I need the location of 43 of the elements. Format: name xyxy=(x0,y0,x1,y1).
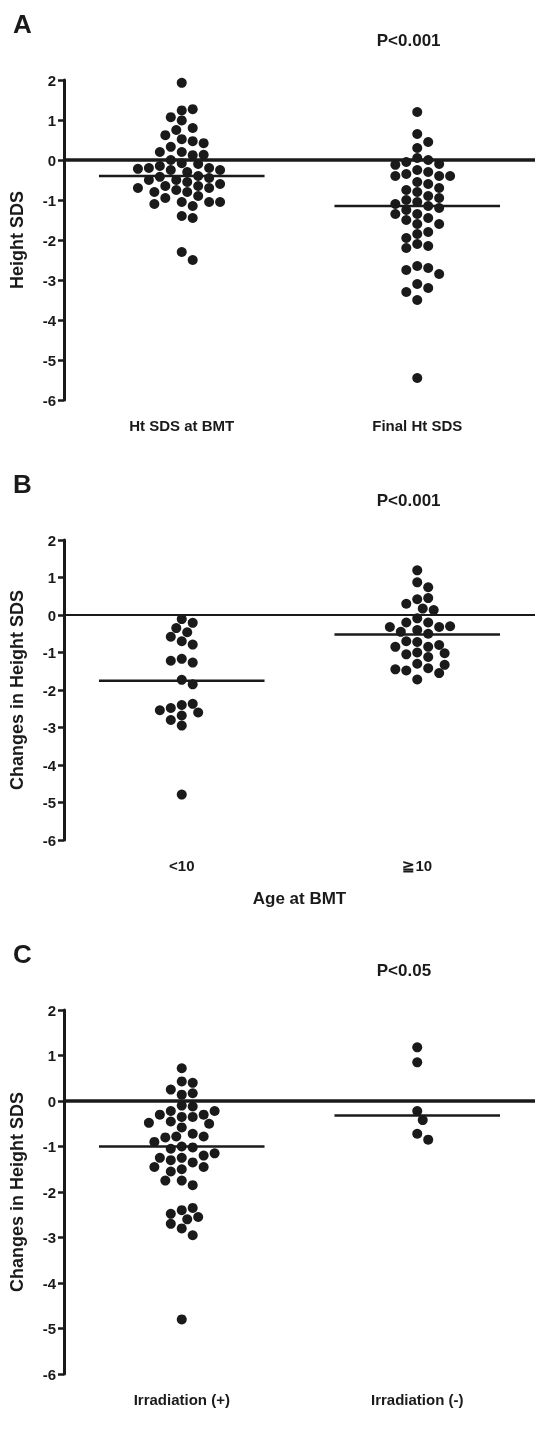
y-tick-label: -2 xyxy=(42,1183,56,1201)
y-tick-label: 0 xyxy=(47,151,56,169)
y-tick-label: -5 xyxy=(42,1320,56,1337)
x-axis-title: Age at BMT xyxy=(252,889,347,908)
x-tick-label: <10 xyxy=(169,857,195,874)
y-tick-label: 1 xyxy=(47,569,56,586)
y-tick-label: -6 xyxy=(42,391,56,409)
x-tick-label: ≧10 xyxy=(402,857,433,874)
text: P<0.05 xyxy=(376,961,432,980)
y-tick-label: -3 xyxy=(42,1229,56,1246)
y-tick-label: 2 xyxy=(47,531,56,549)
y-tick-label: -5 xyxy=(42,794,56,811)
y-tick-label: -2 xyxy=(42,681,56,699)
chart-title: B xyxy=(13,469,32,499)
x-tick-label: Final Ht SDS xyxy=(372,417,463,434)
y-tick-label: -4 xyxy=(42,1274,57,1292)
y-tick-label: -2 xyxy=(42,231,56,249)
y-axis-title: Changes in Height SDS xyxy=(7,589,27,791)
y-tick-label: -1 xyxy=(42,191,56,209)
y-tick-label: -4 xyxy=(42,311,57,329)
y-tick-label: 0 xyxy=(47,606,56,624)
y-tick-label: 0 xyxy=(47,1092,56,1110)
text: P<0.001 xyxy=(376,491,441,510)
y-tick-label: 1 xyxy=(47,111,56,129)
y-tick-label: -1 xyxy=(42,644,56,661)
x-tick-label: Irradiation (-) xyxy=(371,1391,464,1408)
y-tick-label: -6 xyxy=(42,831,56,849)
x-tick-label: Irradiation (+) xyxy=(133,1391,230,1408)
y-tick-label: 2 xyxy=(47,1001,56,1019)
text: P<0.001 xyxy=(376,31,441,50)
y-axis-title: Height SDS xyxy=(7,190,27,290)
y-tick-label: -1 xyxy=(42,1138,56,1155)
y-tick-label: -6 xyxy=(42,1365,56,1383)
y-axis-title: Changes in Height SDS xyxy=(7,1091,27,1293)
y-tick-label: -4 xyxy=(42,756,57,774)
y-tick-label: 2 xyxy=(47,71,56,89)
x-tick-label: Ht SDS at BMT xyxy=(129,417,235,434)
y-tick-label: 1 xyxy=(47,1047,56,1064)
y-tick-label: -5 xyxy=(42,351,56,369)
chart-title: A xyxy=(13,9,32,39)
chart-title: C xyxy=(13,939,32,969)
y-tick-label: -3 xyxy=(42,719,56,736)
y-tick-label: -3 xyxy=(42,271,56,289)
